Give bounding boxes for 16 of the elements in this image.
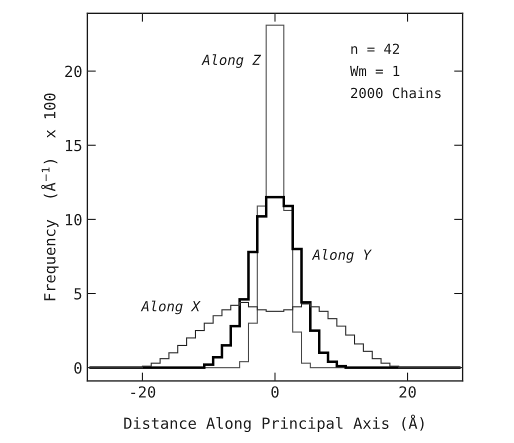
y-tick-label: 10 [66,214,82,226]
annotation: Along Y [312,249,372,263]
y-tick-label: 0 [74,362,82,374]
annotation: n = 42 [351,44,400,54]
annotation: Along Z [201,54,262,68]
y-tick-label: 20 [65,66,82,78]
annotation: Along X [140,300,201,314]
x-axis-title: Distance Along Principal Axis (Å) [124,414,424,432]
y-axis-title: Frequency (Å$^{−1}$) x 100 [41,93,59,300]
y-tick-label: 5 [74,288,82,300]
y-tick-label: 15 [66,140,82,152]
annotation: Wm = 1 [350,66,400,76]
x-tick-label: 20 [400,386,416,398]
x-tick-label: -20 [131,386,156,398]
x-tick-label: 0 [271,386,279,398]
annotation: 2000 Chains [351,88,441,98]
